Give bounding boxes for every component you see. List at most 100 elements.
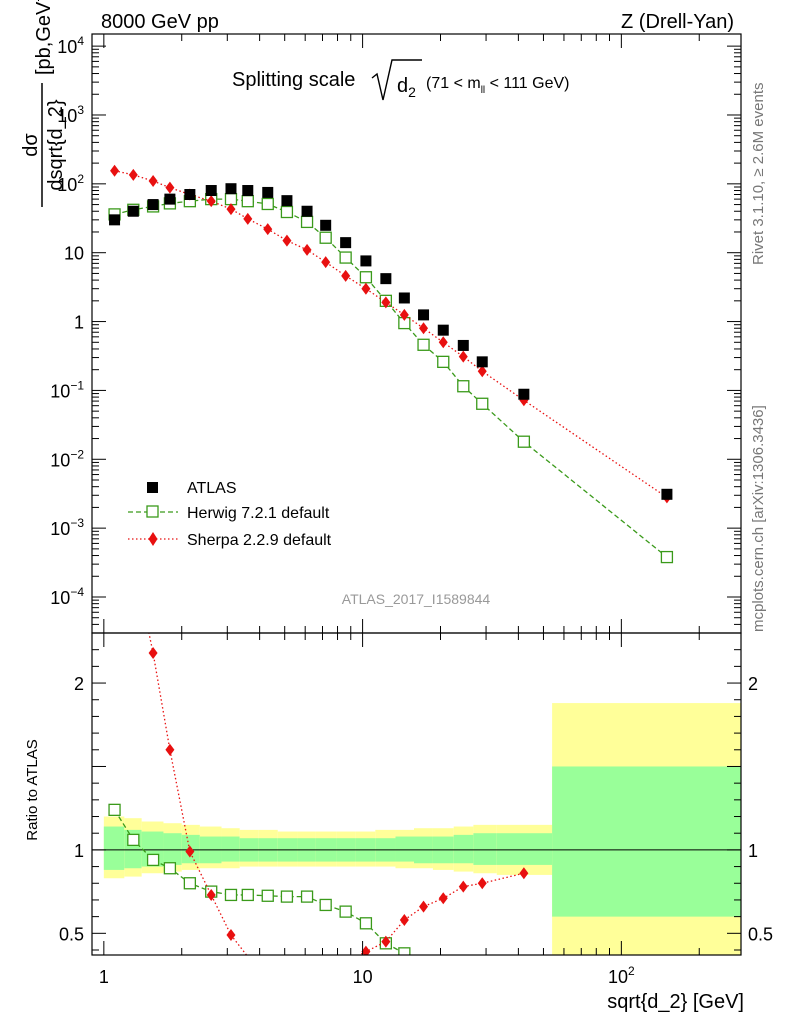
header-left: 8000 GeV pp (101, 11, 219, 33)
sherpa-ratio-point (381, 935, 391, 948)
band-inner-bin (552, 766, 741, 917)
sherpa-ratio-point (148, 647, 158, 660)
y-tick-label: 10−2 (50, 447, 84, 470)
herwig-ratio-point (398, 947, 411, 955)
herwig-series-ratio (108, 803, 411, 955)
title-prefix: Splitting scale (232, 69, 355, 91)
y-label-denominator: dsqrt{d_2} (45, 99, 67, 191)
sherpa-point (226, 203, 236, 216)
ratio-plot-frame (91, 632, 742, 956)
atlas-point (109, 214, 121, 226)
atlas-point (437, 324, 449, 336)
y-tick-label: 10 (64, 244, 84, 264)
herwig-point (517, 435, 531, 448)
legend: ATLAS Herwig 7.2.1 default Sherpa 2.2.9 … (128, 480, 332, 549)
y-tick-label: 102 (57, 172, 84, 195)
herwig-point (476, 397, 489, 410)
mcplots-reference-label: mcplots.cern.ch [arXiv:1306.3436] (750, 405, 767, 632)
y-label-numerator: dσ (20, 133, 42, 157)
sherpa-point (361, 282, 371, 295)
sqrt-sign (371, 59, 422, 101)
herwig-ratio-point (108, 803, 121, 816)
sherpa-line (114, 170, 668, 498)
x-axis-label: sqrt{d_2} [GeV] (607, 991, 744, 1013)
herwig-point (241, 195, 254, 208)
y-tick-label: 103 (57, 103, 84, 126)
sherpa-point (128, 168, 138, 181)
atlas-series-main (109, 183, 673, 500)
sherpa-point (243, 212, 253, 225)
herwig-point (359, 271, 373, 284)
sherpa-ratio-point (399, 913, 409, 926)
band-inner-bin (496, 833, 553, 865)
herwig-ratio-line (113, 809, 405, 954)
sherpa-ratio-point (226, 928, 236, 941)
header-right: Z (Drell-Yan) (621, 11, 734, 33)
atlas-point (127, 205, 139, 217)
herwig-point (339, 251, 352, 264)
sherpa-ratio-point (519, 867, 529, 880)
atlas-point (281, 195, 293, 207)
herwig-ratio-point (300, 890, 314, 903)
ratio-tick-label-left: 2 (74, 674, 84, 694)
sherpa-series-ratio (148, 633, 529, 955)
herwig-ratio-point (280, 890, 294, 903)
sherpa-series-main (110, 164, 672, 504)
rivet-version-label: Rivet 3.1.10, ≥ 2.6M events (750, 83, 767, 266)
sherpa-point (381, 296, 391, 309)
x-tick-label: 10 (353, 967, 373, 987)
y-tick-label: 10−3 (50, 516, 84, 539)
legend-marker-atlas (147, 482, 158, 493)
y-tick-label: 10−4 (50, 585, 84, 608)
sherpa-point (165, 181, 175, 194)
sherpa-point (148, 174, 158, 187)
atlas-point (360, 255, 372, 267)
atlas-point (301, 205, 313, 217)
analysis-id-label: ATLAS_2017_I1589844 (342, 591, 491, 607)
herwig-point (417, 338, 430, 351)
ratio-axis-label: Ratio to ATLAS (24, 739, 41, 840)
atlas-point (184, 189, 196, 201)
legend-label-herwig: Herwig 7.2.1 default (187, 505, 330, 522)
atlas-point (661, 488, 673, 500)
atlas-point (262, 186, 274, 198)
herwig-ratio-point (146, 853, 160, 867)
sherpa-ratio-point (438, 892, 448, 905)
sherpa-point (206, 195, 216, 208)
band-inner-bin (453, 834, 474, 864)
herwig-ratio-point (339, 905, 352, 918)
sherpa-point (302, 243, 312, 256)
atlas-point (164, 193, 176, 205)
atlas-point (225, 183, 237, 195)
sherpa-ratio-point (206, 888, 216, 901)
atlas-point (418, 309, 430, 321)
atlas-point (320, 219, 332, 231)
herwig-ratio-point (127, 833, 140, 847)
sherpa-ratio-point (165, 743, 175, 756)
ratio-tick-label-left: 1 (74, 841, 84, 861)
band-inner-bin (103, 826, 125, 870)
sherpa-ratio-point (419, 900, 429, 913)
sherpa-point (282, 234, 292, 247)
atlas-point (398, 292, 410, 304)
sherpa-point (341, 269, 351, 282)
herwig-ratio-point (224, 888, 238, 902)
herwig-ratio-point (319, 898, 332, 912)
atlas-point (205, 185, 217, 197)
sherpa-point (321, 256, 331, 269)
band-inner-bin (473, 833, 497, 865)
ratio-tick-label-right: 2 (748, 674, 758, 694)
x-tick-label: 102 (608, 964, 635, 987)
band-inner-bin (395, 836, 414, 862)
legend-label-atlas: ATLAS (187, 480, 237, 497)
sherpa-ratio-point (185, 845, 195, 858)
y-tick-label: 1 (74, 313, 84, 333)
sherpa-point (477, 365, 487, 378)
atlas-point (242, 185, 254, 197)
atlas-point (147, 199, 159, 211)
sherpa-point (419, 322, 429, 335)
sherpa-point (110, 164, 120, 177)
herwig-point (660, 550, 674, 564)
sherpa-ratio-point (361, 945, 371, 955)
